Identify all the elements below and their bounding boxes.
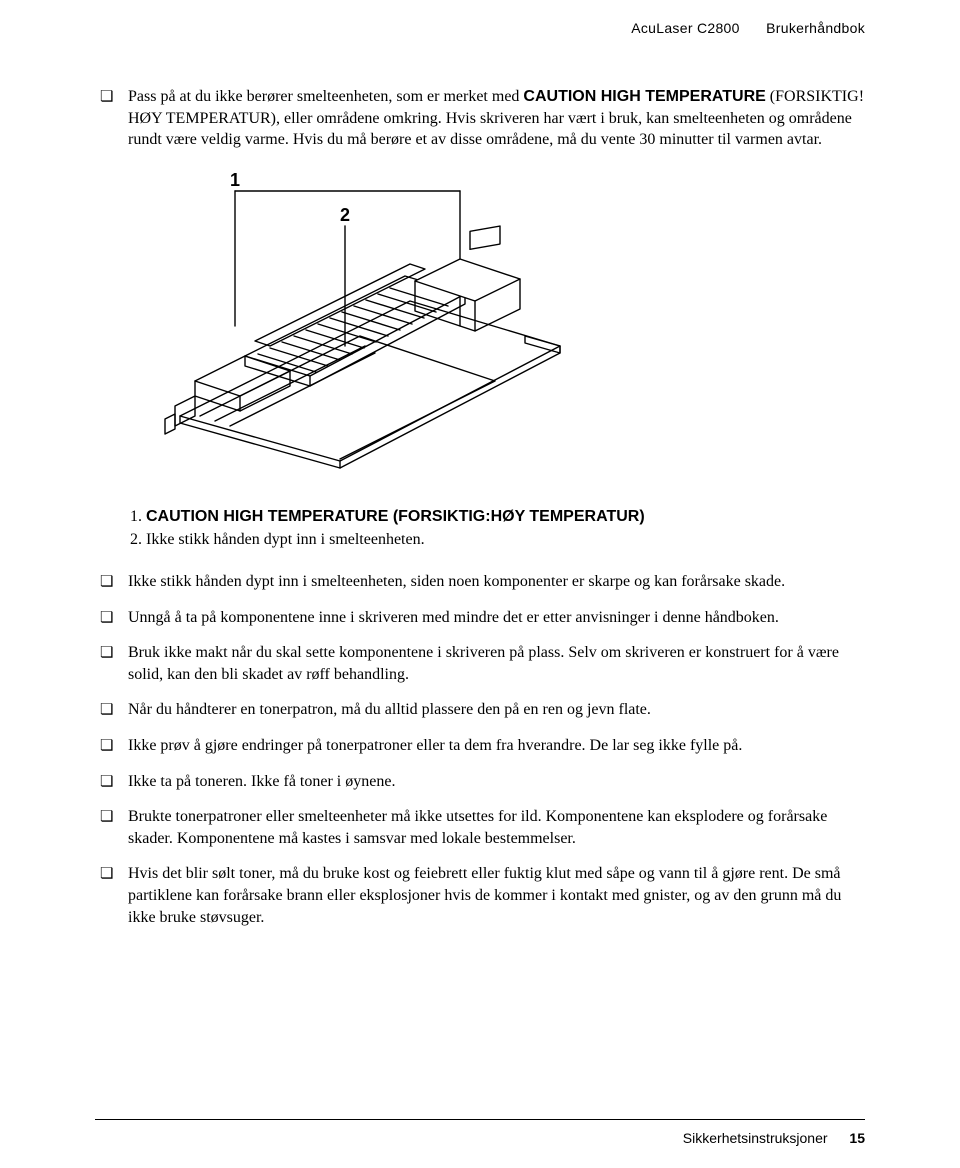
footer-page-number: 15 [849,1130,865,1146]
list-item: Ikke stikk hånden dypt inn i smelteenhet… [100,571,865,593]
legend-1-bold: CAUTION HIGH TEMPERATURE (FORSIKTIG:HØY … [146,508,645,525]
list-item: Bruk ikke makt når du skal sette kompone… [100,642,865,685]
page-header: AcuLaser C2800 Brukerhåndbok [100,20,865,36]
intro-bullet: Pass på at du ikke berører smelteenheten… [100,86,865,151]
intro-bullet-list: Pass på at du ikke berører smelteenheten… [100,86,865,151]
diagram-legend: 1. CAUTION HIGH TEMPERATURE (FORSIKTIG:H… [130,506,865,551]
list-item: Ikke prøv å gjøre endringer på tonerpatr… [100,735,865,757]
intro-pre: Pass på at du ikke berører smelteenheten… [128,88,523,105]
main-bullet-list: Ikke stikk hånden dypt inn i smelteenhet… [100,571,865,928]
footer-section: Sikkerhetsinstruksjoner [683,1130,828,1146]
list-item: Ikke ta på toneren. Ikke få toner i øyne… [100,771,865,793]
diagram-label-1: 1 [230,171,240,190]
legend-item-1: 1. CAUTION HIGH TEMPERATURE (FORSIKTIG:H… [130,506,865,528]
doc-title: Brukerhåndbok [766,20,865,36]
printer-diagram: 1 2 [160,171,580,471]
diagram-container: 1 2 [160,171,865,476]
intro-bold: CAUTION HIGH TEMPERATURE [523,88,765,105]
list-item: Hvis det blir sølt toner, må du bruke ko… [100,863,865,928]
legend-1-num: 1. [130,508,146,525]
footer-rule [95,1119,865,1120]
page-content: AcuLaser C2800 Brukerhåndbok Pass på at … [0,0,960,972]
list-item: Unngå å ta på komponentene inne i skrive… [100,607,865,629]
list-item: Når du håndterer en tonerpatron, må du a… [100,699,865,721]
page-footer: Sikkerhetsinstruksjoner 15 [683,1130,865,1146]
diagram-label-2: 2 [340,205,350,225]
product-name: AcuLaser C2800 [631,20,740,36]
legend-item-2: 2. Ikke stikk hånden dypt inn i smelteen… [130,529,865,551]
list-item: Brukte tonerpatroner eller smelteenheter… [100,806,865,849]
